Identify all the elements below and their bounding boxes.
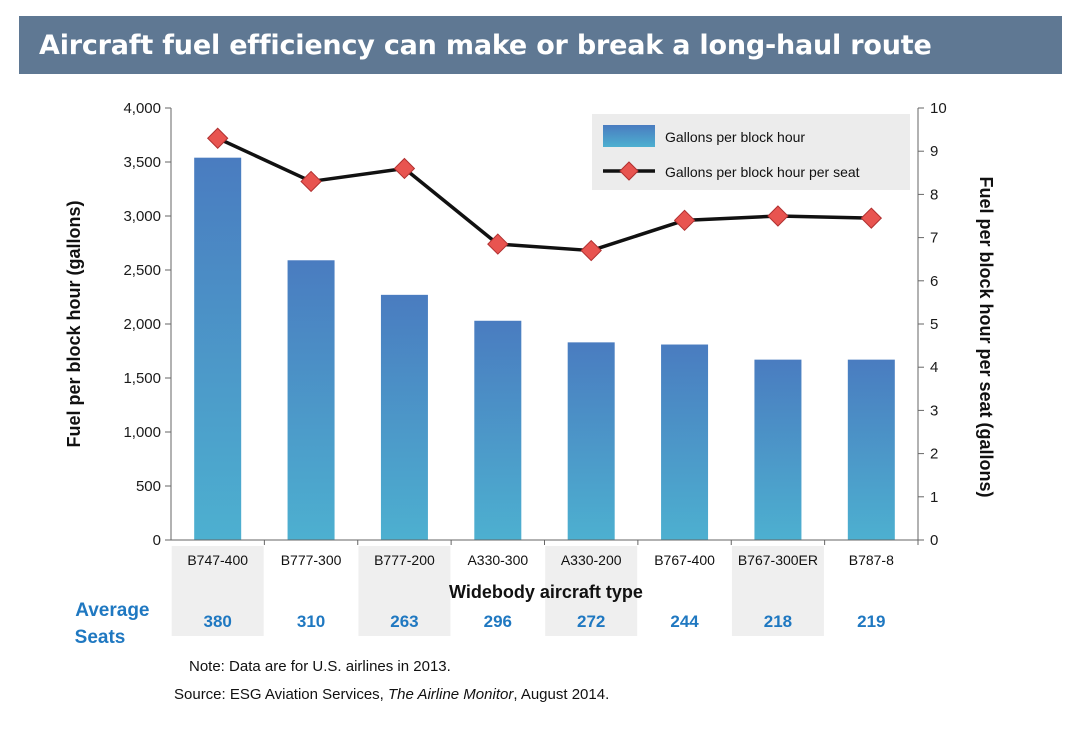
- left-axis-ticks: 0 500 1,000 1,500 2,000 2,500 3,000 3,500 4,000: [123, 100, 171, 549]
- left-tick-label: 2,500: [123, 262, 161, 279]
- average-seats-value: 296: [484, 612, 512, 631]
- bar-B777-300: [287, 260, 335, 540]
- left-tick-label: 2,000: [123, 316, 161, 333]
- left-tick-label: 1,500: [123, 370, 161, 387]
- right-tick-label: 5: [930, 316, 938, 333]
- legend-line-marker: [619, 161, 639, 181]
- legend-bar-label: Gallons per block hour: [665, 129, 805, 145]
- bar-B747-400: [194, 157, 242, 540]
- left-tick-label: 500: [136, 478, 161, 495]
- category-bands: [171, 546, 824, 636]
- category-band: [545, 546, 638, 636]
- average-seats-value: 310: [297, 612, 325, 631]
- source-italic: The Airline Monitor: [388, 686, 514, 703]
- average-seats-value: 244: [670, 612, 699, 631]
- category-label: B777-200: [374, 552, 435, 568]
- category-label: B777-300: [281, 552, 342, 568]
- right-tick-label: 2: [930, 446, 938, 463]
- category-label: A330-300: [467, 552, 528, 568]
- legend-line-label: Gallons per block hour per seat: [665, 164, 860, 180]
- average-seats-value: 380: [204, 612, 232, 631]
- right-tick-label: 4: [930, 359, 938, 376]
- average-seats-value: 263: [390, 612, 418, 631]
- bar-A330-200: [567, 342, 615, 540]
- source-text: Source: ESG Aviation Services, The Airli…: [174, 686, 609, 703]
- category-band: [731, 546, 824, 636]
- left-tick-label: 1,000: [123, 424, 161, 441]
- bar-A330-300: [474, 320, 522, 540]
- marker-B747-400: [206, 127, 229, 149]
- source-suffix: , August 2014.: [513, 686, 609, 703]
- right-tick-label: 8: [930, 186, 938, 203]
- marker-B787-8: [860, 207, 883, 229]
- legend: Gallons per block hour Gallons per block…: [592, 114, 910, 190]
- right-tick-label: 9: [930, 143, 938, 160]
- legend-bar-swatch: [603, 125, 655, 147]
- average-seats-value: 219: [857, 612, 885, 631]
- category-label: B767-400: [654, 552, 715, 568]
- y2-axis-title: Fuel per block hour per seat (gallons): [976, 176, 996, 497]
- marker-B777-300: [300, 170, 322, 193]
- category-label: B747-400: [187, 552, 248, 568]
- average-seats-value: 218: [764, 612, 792, 631]
- bar-B777-200: [380, 294, 428, 540]
- category-label: B787-8: [849, 552, 894, 568]
- right-tick-label: 6: [930, 273, 938, 290]
- bar-B767-300ER: [754, 359, 802, 540]
- marker-B767-400: [673, 209, 696, 232]
- x-axis-categories: B747-400 B777-300 B777-200 A330-300 A330-200…: [187, 540, 919, 568]
- right-axis-ticks: 0 1 2 3 4 5 6 7 8 9 10: [918, 100, 947, 549]
- y-axis-title: Fuel per block hour (gallons): [64, 200, 84, 447]
- left-tick-label: 0: [153, 532, 161, 549]
- note-text: Note: Data are for U.S. airlines in 2013…: [189, 658, 451, 675]
- average-seats-row: 380 310 263 296 272 244 218 219: [204, 612, 886, 631]
- left-tick-label: 3,500: [123, 154, 161, 171]
- marker-A330-200: [580, 239, 602, 262]
- left-tick-label: 4,000: [123, 100, 161, 117]
- right-tick-label: 10: [930, 100, 947, 117]
- chart-title: Aircraft fuel efficiency can make or bre…: [19, 16, 1062, 74]
- right-tick-label: 3: [930, 402, 938, 419]
- left-tick-label: 3,000: [123, 208, 161, 225]
- category-band: [358, 546, 451, 636]
- marker-B777-200: [393, 157, 416, 180]
- category-band: [171, 546, 264, 636]
- right-tick-label: 0: [930, 532, 938, 549]
- category-label: A330-200: [561, 552, 622, 568]
- right-tick-label: 7: [930, 230, 938, 247]
- marker-B767-300ER: [767, 205, 789, 227]
- bar-series: [194, 157, 895, 540]
- bar-B767-400: [661, 344, 709, 540]
- average-seats-value: 272: [577, 612, 605, 631]
- bar-B787-8: [847, 359, 895, 540]
- source-prefix: Source: ESG Aviation Services,: [174, 686, 388, 703]
- x-axis-title: Widebody aircraft type: [449, 582, 643, 602]
- per-seat-line: [216, 136, 872, 253]
- right-tick-label: 1: [930, 489, 938, 506]
- average-seats-label: Average Seats: [75, 600, 155, 648]
- marker-A330-300: [487, 233, 509, 255]
- line-series: [206, 127, 883, 262]
- category-label: B767-300ER: [738, 552, 818, 568]
